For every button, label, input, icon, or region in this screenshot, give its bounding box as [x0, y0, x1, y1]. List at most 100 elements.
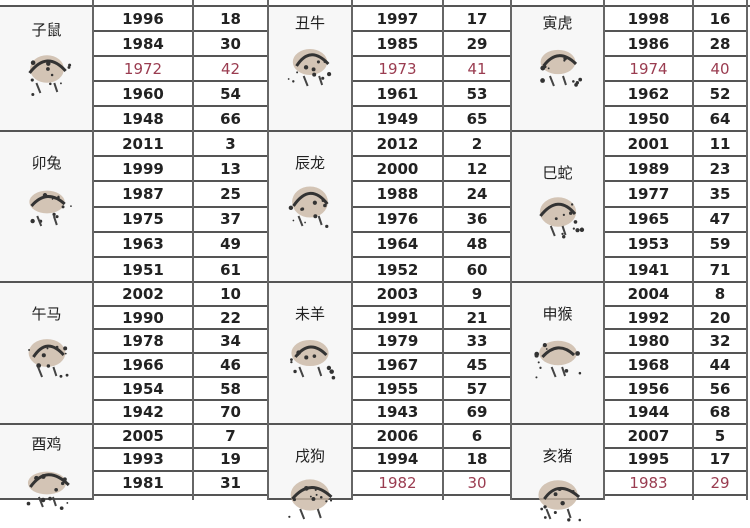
age-cell: 21: [443, 307, 511, 331]
animal-cell: 申猴: [511, 283, 604, 426]
animal-cell: 未羊: [268, 283, 352, 426]
age-cell: 23: [693, 157, 747, 183]
animal-cell: 寅虎: [511, 7, 604, 132]
column-divider: [351, 0, 353, 500]
birth-year-cell: 1967: [352, 354, 443, 378]
row-divider: [0, 5, 750, 7]
age-cell: 56: [693, 378, 747, 402]
dragon-ink-icon: [280, 176, 340, 235]
animal-cell: 巳蛇: [511, 132, 604, 284]
animal-cell: 戌狗: [268, 425, 352, 520]
birth-year-cell: 1988: [352, 182, 443, 208]
birth-year-cell: 1964: [352, 233, 443, 258]
age-cell: 45: [443, 354, 511, 378]
rabbit-ink-icon: [17, 176, 77, 235]
birth-year-cell: 1986: [604, 32, 693, 57]
age-cell: 44: [693, 354, 747, 378]
animal-cell: 丑牛: [268, 7, 352, 132]
age-cell: 59: [693, 233, 747, 258]
age-cell: 47: [693, 208, 747, 233]
birth-year-cell: 1993: [93, 449, 193, 472]
animal-cell: 午马: [0, 283, 93, 426]
birth-year-cell: 1949: [352, 107, 443, 132]
column-divider: [267, 0, 269, 500]
birth-year-cell: 1980: [604, 330, 693, 355]
age-cell: 57: [443, 378, 511, 402]
age-cell: 33: [443, 330, 511, 355]
birth-year-cell: 2003: [352, 283, 443, 307]
birth-year-cell: 1984: [93, 32, 193, 57]
age-cell: 53: [443, 82, 511, 107]
age-cell: 65: [443, 107, 511, 132]
birth-year-cell: 1978: [93, 330, 193, 355]
age-cell: 7: [193, 425, 268, 449]
age-cell: 64: [693, 107, 747, 132]
birth-year-cell: 1987: [93, 182, 193, 208]
birth-year-cell: 2000: [352, 157, 443, 183]
animal-cell: 酉鸡: [0, 425, 93, 511]
birth-year-cell: 1955: [352, 378, 443, 402]
birth-year-cell: 1999: [93, 157, 193, 183]
birth-year-cell: 2005: [93, 425, 193, 449]
age-cell: 61: [193, 258, 268, 284]
birth-year-cell: 1982: [352, 472, 443, 496]
horse-ink-icon: [17, 327, 77, 386]
rat-ink-icon: [17, 43, 77, 102]
age-cell: 58: [193, 378, 268, 402]
tiger-ink-icon: [528, 36, 588, 95]
age-cell: 42: [193, 57, 268, 82]
birth-year-cell: 1981: [93, 472, 193, 496]
age-cell: 20: [693, 307, 747, 331]
animal-label: 午马: [31, 305, 62, 323]
birth-year-cell: 1962: [604, 82, 693, 107]
birth-year-cell: 1994: [352, 449, 443, 472]
animal-label: 未羊: [294, 305, 325, 323]
age-cell: 3: [193, 132, 268, 158]
birth-year-cell: 1976: [352, 208, 443, 233]
age-cell: 17: [443, 7, 511, 32]
birth-year-cell: 1979: [352, 330, 443, 355]
birth-year-cell: 2006: [352, 425, 443, 449]
birth-year-cell: 1965: [604, 208, 693, 233]
snake-ink-icon: [528, 186, 588, 245]
age-cell: 24: [443, 182, 511, 208]
age-cell: 5: [693, 425, 747, 449]
age-cell: 31: [193, 472, 268, 496]
animal-label: 丑牛: [294, 14, 325, 32]
age-cell: 11: [693, 132, 747, 158]
age-cell: 13: [193, 157, 268, 183]
animal-cell: 辰龙: [268, 132, 352, 284]
age-cell: 6: [443, 425, 511, 449]
age-cell: 41: [443, 57, 511, 82]
animal-label: 卯兔: [31, 154, 62, 172]
birth-year-cell: 1953: [604, 233, 693, 258]
birth-year-cell: 1941: [604, 258, 693, 284]
age-cell: 36: [443, 208, 511, 233]
birth-year-cell: 1989: [604, 157, 693, 183]
age-cell: 54: [193, 82, 268, 107]
age-cell: 18: [193, 7, 268, 32]
rooster-ink-icon: [17, 457, 77, 516]
birth-year-cell: 1960: [93, 82, 193, 107]
age-cell: 30: [193, 32, 268, 57]
column-divider: [603, 0, 605, 500]
age-cell: 49: [193, 233, 268, 258]
birth-year-cell: 1963: [93, 233, 193, 258]
animal-label: 寅虎: [542, 14, 573, 32]
birth-year-cell: 1998: [604, 7, 693, 32]
birth-year-cell: 1985: [352, 32, 443, 57]
age-cell: 40: [693, 57, 747, 82]
age-cell: 34: [193, 330, 268, 355]
birth-year-cell: 1968: [604, 354, 693, 378]
dog-ink-icon: [280, 469, 340, 528]
birth-year-cell: 1956: [604, 378, 693, 402]
age-cell: 30: [443, 472, 511, 496]
birth-year-cell: 1992: [604, 307, 693, 331]
column-divider: [510, 0, 512, 500]
birth-year-cell: 1942: [93, 402, 193, 426]
birth-year-cell: 2001: [604, 132, 693, 158]
column-divider: [92, 0, 94, 500]
animal-cell: 子鼠: [0, 7, 93, 132]
birth-year-cell: 1975: [93, 208, 193, 233]
birth-year-cell: 1951: [93, 258, 193, 284]
